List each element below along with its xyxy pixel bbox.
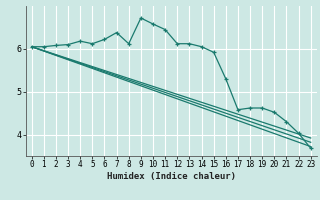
X-axis label: Humidex (Indice chaleur): Humidex (Indice chaleur) [107,172,236,181]
